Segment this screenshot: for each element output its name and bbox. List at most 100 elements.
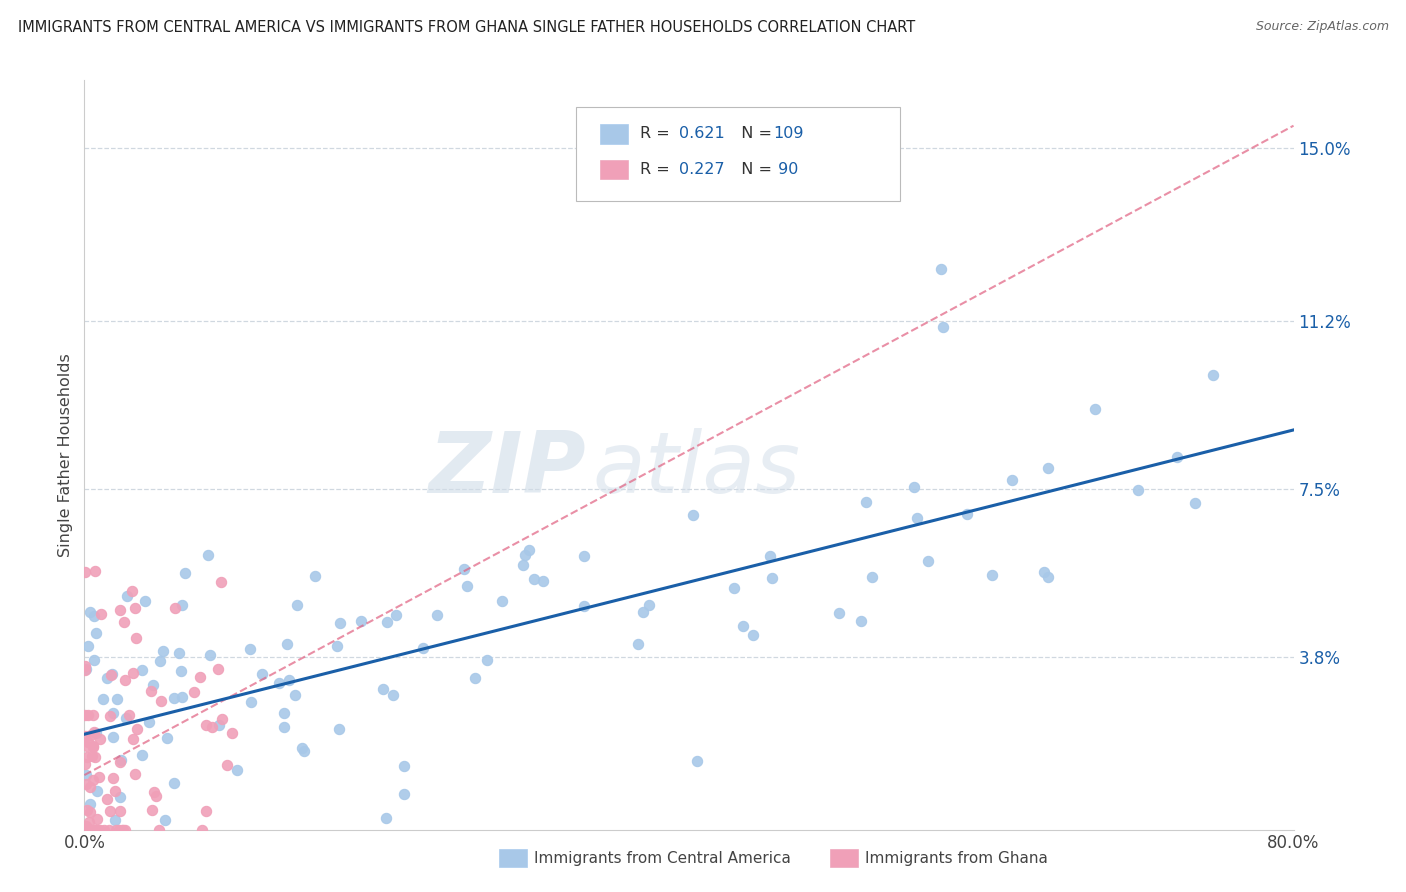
Point [163,776,186,790]
Point [1166,450,1188,464]
Text: Immigrants from Ghana: Immigrants from Ghana [865,851,1047,865]
Point [77,735,100,749]
Point [240,695,263,709]
Point [87,770,110,784]
Point [131,747,153,762]
Point [84,626,107,640]
Point [104,784,127,798]
Point [82,822,104,837]
Point [98,708,121,723]
Point [125,631,148,645]
Point [170,599,193,613]
Point [381,688,404,702]
Point [75,822,97,837]
Point [84,822,107,837]
Point [75,822,97,837]
Point [105,822,128,837]
Point [142,677,165,691]
Point [250,666,273,681]
Point [456,579,478,593]
Point [627,637,650,651]
Point [1036,460,1059,475]
Point [273,720,295,734]
Point [124,600,146,615]
Point [1036,570,1059,584]
Y-axis label: Single Father Households: Single Father Households [58,353,73,557]
Point [328,722,350,736]
Point [741,628,763,642]
Point [198,648,221,662]
Point [100,667,122,681]
Point [329,615,352,630]
Point [104,814,127,828]
Text: 90: 90 [773,162,799,177]
Text: ZIP: ZIP [429,428,586,511]
Point [326,639,349,653]
Point [827,606,849,620]
Point [96,672,118,686]
Point [77,815,100,830]
Point [191,822,214,837]
Point [76,750,98,764]
Point [1032,565,1054,579]
Text: N =: N = [731,162,778,177]
Point [122,731,145,746]
Point [905,511,928,525]
Point [108,789,131,804]
Point [101,666,124,681]
Point [572,599,595,613]
Point [77,639,100,653]
Point [284,688,307,702]
Text: 0.227: 0.227 [679,162,724,177]
Point [83,725,105,739]
Point [981,567,1004,582]
Point [79,822,101,837]
Point [631,605,654,619]
Point [101,706,124,721]
Point [392,787,415,801]
Point [108,602,131,616]
Point [105,692,128,706]
Point [148,822,170,837]
Point [392,759,415,773]
Point [149,694,172,708]
Point [269,675,291,690]
Point [91,692,114,706]
Point [1084,401,1107,416]
Point [174,566,197,580]
Point [76,822,98,837]
Point [849,615,872,629]
Point [134,594,156,608]
Point [75,663,97,677]
Point [523,572,546,586]
Point [90,607,112,622]
Point [79,797,101,811]
Point [84,564,107,578]
Point [377,615,399,629]
Point [201,720,224,734]
Point [115,711,138,725]
Point [145,789,167,804]
Point [75,757,97,772]
Point [141,803,163,817]
Point [111,822,134,837]
Point [75,729,97,743]
Point [79,805,101,820]
Point [183,685,205,699]
Point [127,723,149,737]
Point [155,814,177,828]
Point [115,589,138,603]
Point [76,804,98,818]
Text: 109: 109 [773,127,804,141]
Point [477,653,499,667]
Point [75,659,97,673]
Point [112,615,135,630]
Point [903,480,925,494]
Point [141,683,163,698]
Point [108,822,131,837]
Point [108,805,131,819]
Point [1126,483,1149,498]
Point [932,319,955,334]
Point [156,731,179,745]
Point [114,822,136,837]
